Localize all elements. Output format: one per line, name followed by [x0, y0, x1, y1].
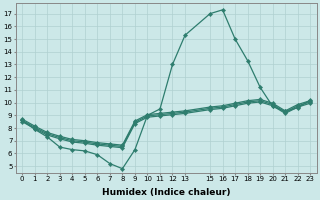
X-axis label: Humidex (Indice chaleur): Humidex (Indice chaleur)	[102, 188, 230, 197]
